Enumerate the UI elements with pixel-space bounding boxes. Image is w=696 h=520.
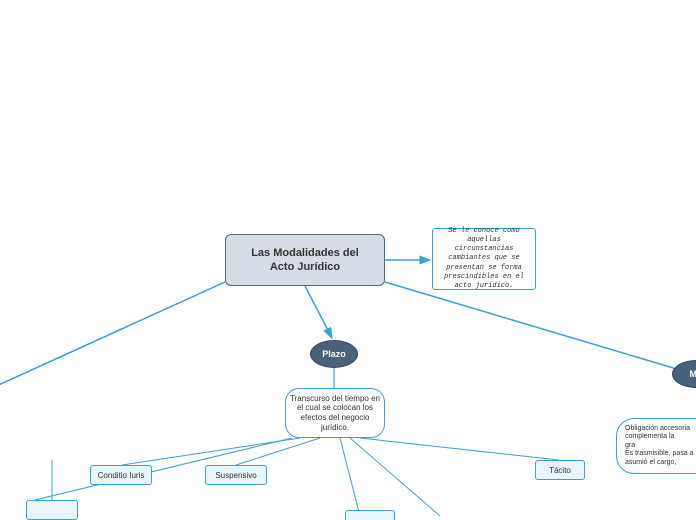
- modo-description: Obligación accesoria complementa la gra …: [616, 418, 696, 474]
- edge-desc-suspensivo: [236, 438, 320, 465]
- edge-root-left: [0, 282, 225, 398]
- tacito-label: Tácito: [549, 466, 571, 475]
- partial-box-1: [345, 510, 395, 520]
- modo-node: Mo: [672, 360, 696, 388]
- edge-desc-extra2: [340, 438, 360, 516]
- plazo-description-text: Transcurso del tiempo en el cual se colo…: [290, 394, 380, 432]
- suspensivo-label: Suspensivo: [215, 471, 256, 480]
- root-label: Las Modalidades del Acto Jurídico: [251, 246, 359, 275]
- plazo-description: Transcurso del tiempo en el cual se colo…: [285, 388, 385, 438]
- conditio-label: Conditio Iuris: [98, 471, 145, 480]
- conditio-box: Conditio Iuris: [90, 465, 152, 485]
- tacito-box: Tácito: [535, 460, 585, 480]
- edge-root-plazo: [305, 286, 332, 338]
- root-description: Se le conoce como aquellas circunstancia…: [432, 228, 536, 290]
- suspensivo-box: Suspensivo: [205, 465, 267, 485]
- root-description-text: Se le conoce como aquellas circunstancia…: [437, 227, 531, 291]
- edge-desc-tacito: [360, 438, 559, 460]
- modo-description-text: Obligación accesoria complementa la gra …: [625, 425, 693, 467]
- edge-root-modo: [385, 282, 680, 370]
- root-node: Las Modalidades del Acto Jurídico: [225, 234, 385, 286]
- edge-desc-conditio: [122, 438, 300, 465]
- plazo-label: Plazo: [322, 349, 346, 359]
- edge-desc-extra3: [350, 438, 440, 516]
- modo-label: Mo: [690, 369, 696, 379]
- plazo-node: Plazo: [310, 340, 358, 368]
- partial-box-2: [26, 500, 78, 520]
